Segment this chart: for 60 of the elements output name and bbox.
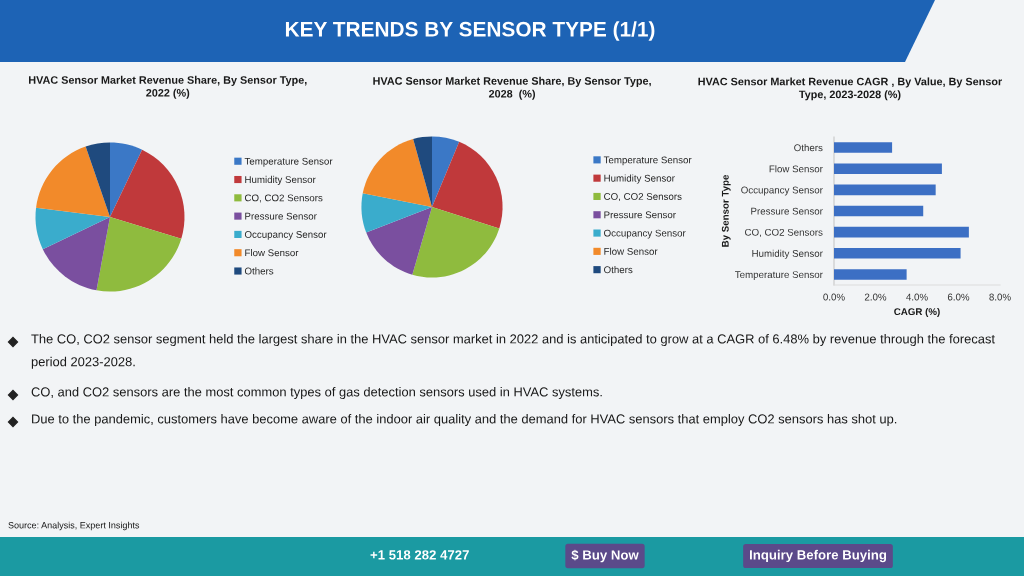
legend-label: CO, CO2 Sensors <box>244 194 323 203</box>
bar <box>834 163 942 174</box>
pie-slice <box>85 142 110 217</box>
y-tick-label: Humidity Sensor <box>752 249 823 259</box>
legend-label: Flow Sensor <box>245 249 299 257</box>
legend-label: Temperature Sensor <box>603 156 692 166</box>
x-tick-label: 8.0% <box>989 293 1011 301</box>
text: Due to the pandemic, customers have become aware of the indoor air quality and the demand for HVAC sensors that employ CO2 sensors has shot up. <box>32 414 897 427</box>
legend-label: Others <box>244 267 274 275</box>
pie-slice <box>110 149 185 239</box>
x-tick-label: 2.0% <box>864 293 887 301</box>
x-tick-label: 6.0% <box>947 293 970 301</box>
legend-label: CO, CO2 Sensors <box>604 193 682 202</box>
pie-slice <box>366 207 432 275</box>
legend-label: Temperature Sensor <box>244 157 333 167</box>
bar <box>834 248 961 259</box>
bar <box>834 269 907 280</box>
text: Inquiry Before Buying <box>749 549 887 563</box>
pie-slice <box>412 207 500 278</box>
pie-slice <box>432 141 503 229</box>
bar <box>834 205 924 217</box>
pie-slice <box>361 193 432 233</box>
y-axis-title: By Sensor Type <box>721 174 731 247</box>
pie-slice <box>413 136 432 207</box>
y-tick-label: Others <box>794 144 823 152</box>
pie-slice <box>110 142 143 217</box>
source-note: Source: Analysis, Expert Insights <box>8 521 140 531</box>
bar <box>834 142 893 153</box>
text: +1 518 282 4727 <box>370 550 469 560</box>
legend-label: Flow Sensor <box>604 247 658 255</box>
text: CO, and CO2 sensors are the most common types of gas detection sensors used in HVAC systems. <box>31 387 602 400</box>
legend-label: Occupancy Sensor <box>604 229 686 239</box>
pie-slice <box>432 136 460 207</box>
y-tick-label: Flow Sensor <box>769 165 823 173</box>
pie-slice <box>42 217 110 291</box>
legend-label: Humidity Sensor <box>245 175 316 185</box>
y-tick-label: Pressure Sensor <box>751 207 823 215</box>
x-tick-label: 4.0% <box>906 293 928 301</box>
text: $ Buy Now <box>571 549 639 563</box>
pie-slice <box>36 146 110 217</box>
text: KEY TRENDS BY SENSOR TYPE (1/1) <box>285 21 655 41</box>
bar <box>834 184 936 196</box>
chart-title: HVAC Sensor Market Revenue Share, By Sensor Type, 2022 (%) <box>29 75 307 99</box>
pie-slice <box>96 217 182 292</box>
x-axis-title: CAGR (%) <box>894 307 940 318</box>
text: The CO, CO2 sensor segment held the largest share in the HVAC sensor market in 2022 and is anticipated to grow at a CAGR of 6.48% by revenue through the forecast period 2023-2028. <box>31 334 995 369</box>
bar <box>834 226 969 238</box>
legend-label: Pressure Sensor <box>604 211 676 219</box>
legend-label: Pressure Sensor <box>245 212 317 220</box>
chart-title: HVAC Sensor Market Revenue Share, By Sensor Type, 2028 (%) <box>373 76 651 100</box>
legend-label: Others <box>604 266 633 274</box>
pie-slice <box>362 138 432 207</box>
legend-label: Occupancy Sensor <box>244 231 327 240</box>
x-tick-label: 0.0% <box>823 293 845 301</box>
chart-title: HVAC Sensor Market Revenue CAGR , By Value, By Sensor Type, 2023-2028 (%) <box>698 77 1002 101</box>
y-tick-label: CO, CO2 Sensors <box>745 228 823 237</box>
legend-label: Humidity Sensor <box>604 174 675 184</box>
y-tick-label: Temperature Sensor <box>735 271 823 280</box>
pie-slice <box>35 207 110 250</box>
y-tick-label: Occupancy Sensor <box>741 186 823 196</box>
